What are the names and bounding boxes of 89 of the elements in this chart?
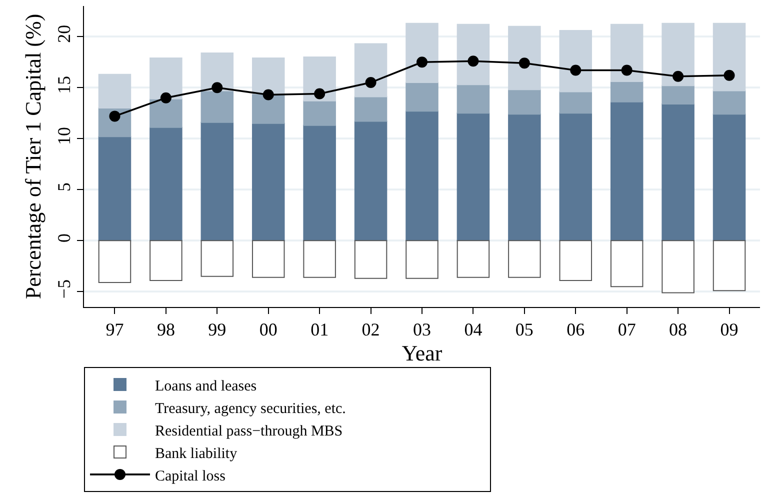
bar (508, 89, 541, 115)
point (212, 82, 223, 94)
bar (200, 240, 234, 277)
y-tick-label: 5 (54, 182, 74, 192)
bar (98, 74, 132, 109)
point (160, 92, 172, 104)
y-tick-label: 15 (54, 76, 74, 94)
bar (303, 56, 336, 102)
point (468, 56, 479, 67)
bar (456, 84, 490, 114)
bar (150, 58, 182, 100)
point (724, 70, 735, 81)
x-tick-label: 07 (618, 320, 636, 340)
bar (559, 112, 592, 242)
x-tick-label: 98 (156, 320, 175, 340)
bar (559, 30, 592, 92)
bar (200, 90, 234, 123)
bar (559, 91, 592, 114)
bar (252, 93, 285, 124)
bar (354, 120, 388, 242)
bar (406, 22, 438, 84)
bar (662, 240, 694, 294)
bar (150, 126, 182, 242)
x-tick-label: 05 (515, 320, 534, 340)
bar (456, 240, 490, 278)
bar (662, 85, 694, 104)
x-tick-label: 08 (669, 320, 688, 340)
x-tick-label: 01 (310, 320, 329, 340)
bar (406, 82, 438, 112)
point (262, 89, 274, 100)
point (672, 70, 684, 82)
legend-label: Residential pass−through MBS (155, 423, 343, 440)
x-tick-label: 02 (362, 320, 380, 340)
bar (712, 240, 746, 292)
point (365, 77, 376, 88)
bar (252, 240, 285, 278)
bar (354, 43, 388, 98)
bar (252, 122, 285, 242)
x-tick-label: 00 (259, 320, 278, 340)
bar (98, 240, 132, 284)
bar (354, 240, 388, 279)
point (109, 110, 120, 122)
point (621, 64, 632, 76)
bar (303, 100, 336, 126)
bar (508, 26, 541, 90)
bar (610, 240, 644, 288)
bar (610, 24, 644, 82)
x-tick-label: 06 (566, 320, 585, 340)
bar (354, 96, 388, 122)
bar (712, 114, 746, 242)
y-tick-label: 20 (54, 24, 74, 43)
bar (456, 112, 490, 242)
bar (712, 90, 746, 115)
bar (662, 22, 694, 86)
legend-label: Loans and leases (155, 378, 257, 394)
bar (456, 24, 490, 86)
bar (508, 114, 541, 242)
bar (662, 103, 694, 242)
y-tick-label: −5 (54, 279, 74, 299)
x-tick-label: 09 (720, 320, 738, 340)
x-tick-label: 03 (413, 320, 431, 340)
bar (252, 58, 285, 94)
y-tick-label: 10 (54, 126, 74, 145)
legend-label: Treasury, agency securities, etc. (155, 400, 346, 417)
bar (303, 240, 336, 278)
x-tick-label: 97 (106, 320, 124, 340)
point (518, 58, 530, 69)
legend-label: Capital loss (155, 468, 226, 484)
y-tick-label: 0 (54, 233, 74, 242)
bar (610, 101, 644, 242)
bar (150, 98, 182, 128)
bar (712, 22, 746, 92)
legend-label: Bank liability (155, 446, 238, 462)
point (570, 64, 582, 76)
bar (406, 110, 438, 242)
x-tick-label: 99 (208, 320, 226, 340)
bar (150, 240, 182, 281)
bar (98, 136, 132, 242)
point (416, 56, 428, 68)
bar (200, 122, 234, 242)
bar (610, 81, 644, 102)
bar (406, 240, 438, 279)
bar (508, 240, 541, 278)
x-axis-title: Year (402, 340, 443, 366)
y-axis-title: Percentage of Tier 1 Capital (%) (20, 14, 46, 300)
bar (303, 124, 336, 242)
x-tick-label: 04 (464, 320, 482, 340)
bar (559, 240, 592, 281)
point (314, 88, 326, 100)
